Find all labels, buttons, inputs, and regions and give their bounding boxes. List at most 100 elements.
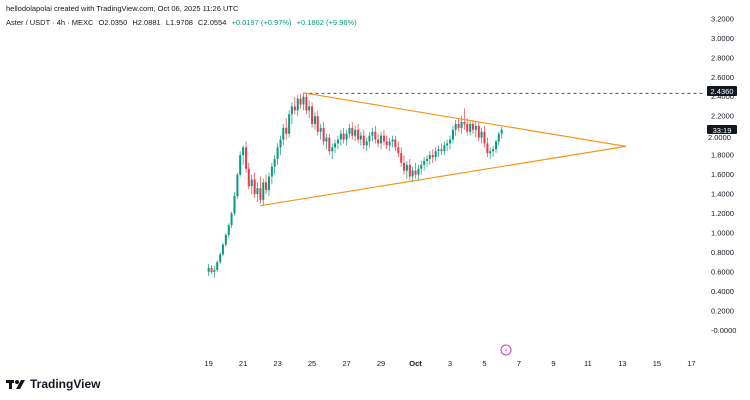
candle	[359, 131, 362, 146]
candle	[322, 122, 325, 146]
candle-body	[230, 213, 233, 226]
time-axis[interactable]: 19 21 23 25 27 29 Oct 3 5 7 9 11 13 15 17	[204, 359, 695, 368]
candle-body	[239, 155, 242, 175]
ohlc-open: O2.0350	[98, 18, 128, 27]
symbol-name[interactable]: Aster / USDT · 4h · MEXC	[6, 18, 94, 27]
candle-body	[319, 127, 322, 132]
candle	[319, 123, 322, 140]
candle	[348, 123, 351, 138]
candle-body	[250, 179, 253, 187]
candle	[256, 182, 259, 202]
price-axis[interactable]: 3.2000 3.0000 2.8000 2.6000 2.4000 2.2000 2.00…	[711, 14, 736, 334]
candle-body	[448, 139, 452, 144]
candle-body	[495, 141, 498, 150]
candle	[313, 112, 317, 130]
candle-body	[265, 182, 268, 191]
candle-body	[431, 155, 434, 158]
candle	[290, 102, 293, 124]
candle	[299, 93, 302, 109]
candle-body	[273, 158, 276, 167]
candle	[500, 126, 503, 139]
candle-body	[451, 129, 454, 140]
candle-body	[362, 135, 365, 146]
price-change: +0.0197 (+0.97%)	[231, 18, 292, 27]
x-tick-label: 15	[653, 359, 661, 368]
candle-body	[483, 131, 486, 144]
y-tick-label: 2.4000	[711, 92, 734, 101]
x-tick-label: 9	[551, 359, 555, 368]
triangle-lower-trendline[interactable]	[260, 145, 626, 207]
candle-body	[423, 160, 426, 165]
candle	[405, 160, 408, 179]
candle	[357, 123, 360, 144]
candle	[428, 151, 431, 165]
candle	[448, 135, 452, 150]
candle	[305, 92, 308, 115]
resistance-price-tag: 2.4360	[707, 86, 737, 96]
candle-body	[443, 145, 446, 152]
candle-body	[259, 188, 262, 200]
candle	[242, 145, 245, 165]
candle	[342, 127, 345, 144]
tradingview-logo[interactable]: TradingView	[6, 377, 100, 391]
event-badge[interactable]: ⚡	[500, 344, 512, 356]
candle-body	[336, 139, 339, 144]
y-tick-label: 0.4000	[711, 287, 734, 296]
last-price-countdown: 33:19	[713, 126, 732, 135]
candle-body	[207, 267, 210, 272]
candle	[411, 166, 414, 183]
candle-body	[322, 127, 325, 142]
x-tick-label: 19	[204, 359, 212, 368]
candle-body	[213, 269, 216, 272]
candle-body	[224, 234, 227, 245]
candle-body	[305, 96, 308, 111]
candle	[469, 120, 472, 136]
candle	[336, 135, 339, 150]
candle	[486, 137, 489, 158]
triangle-upper-trendline[interactable]	[303, 92, 626, 147]
y-tick-label: 2.6000	[711, 73, 734, 82]
candle	[227, 223, 230, 238]
y-tick-label: 2.2000	[711, 112, 734, 121]
candle-body	[348, 127, 351, 134]
y-tick-label: 1.0000	[711, 228, 734, 237]
candle-body	[233, 195, 236, 214]
candle	[311, 102, 314, 128]
candle	[489, 147, 492, 159]
candle-body	[391, 139, 394, 142]
x-tick-label: 13	[618, 359, 626, 368]
y-tick-label: -0.0000	[711, 326, 736, 335]
resistance-price-label: 2.4360	[711, 87, 734, 96]
candle-body	[357, 129, 360, 140]
last-price-tag: 33:19 2.0000	[707, 125, 737, 142]
candle-body	[365, 141, 368, 146]
candle-body	[270, 166, 273, 177]
candle	[471, 120, 474, 134]
candlestick-series	[207, 92, 503, 278]
candle-body	[474, 125, 477, 130]
candle-body	[256, 188, 259, 195]
candle-body	[374, 131, 377, 140]
candle-body	[342, 133, 345, 140]
y-tick-label: 1.8000	[711, 151, 734, 160]
candle	[440, 143, 443, 156]
candle-body	[236, 174, 239, 196]
candle	[365, 137, 368, 152]
y-tick-label: 0.2000	[711, 306, 734, 315]
candle	[282, 123, 285, 146]
x-tick-label: Oct	[409, 359, 422, 368]
candle-body	[492, 149, 495, 152]
chart-credit: hellodolapolai created with TradingView.…	[6, 4, 239, 13]
candle-body	[454, 123, 457, 130]
candle-body	[460, 122, 463, 128]
candle-body	[428, 155, 431, 159]
candle-body	[440, 149, 443, 152]
candle-body	[293, 106, 296, 111]
candle	[397, 141, 400, 158]
candle	[233, 192, 236, 216]
candle	[423, 157, 426, 171]
candle-body	[325, 137, 328, 142]
x-tick-label: 27	[342, 359, 350, 368]
candle	[474, 122, 477, 138]
